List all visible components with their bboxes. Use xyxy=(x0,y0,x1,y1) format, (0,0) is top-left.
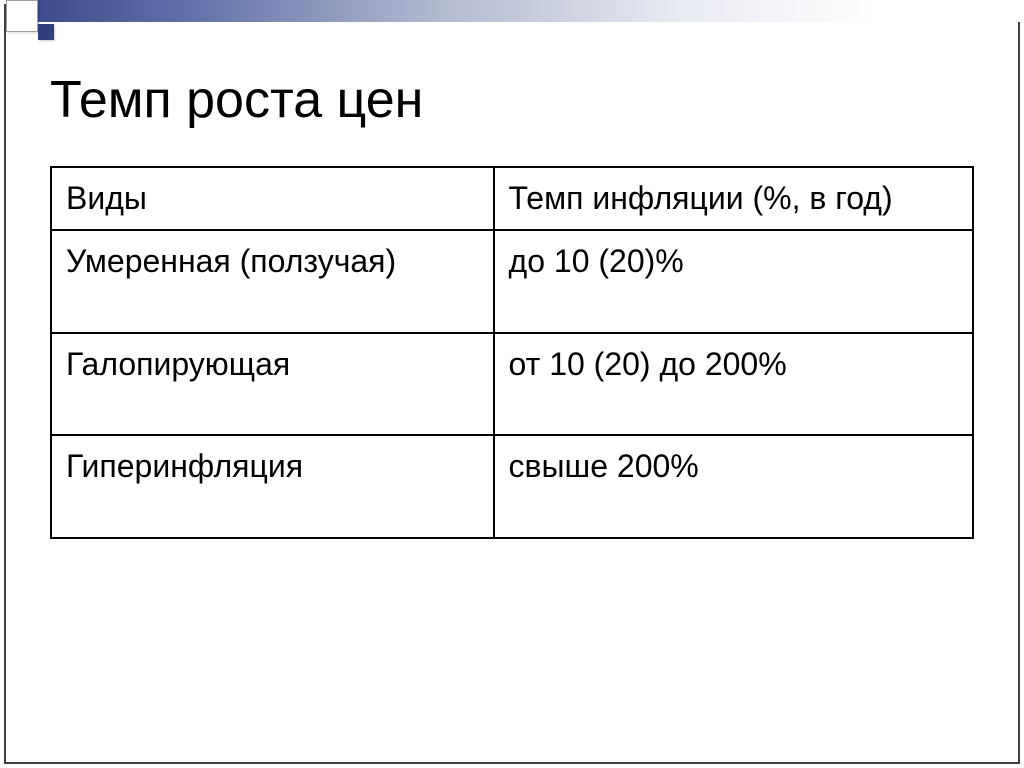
table-row: Галопирующая от 10 (20) до 200% xyxy=(51,333,973,436)
cell-type: Умеренная (ползучая) xyxy=(51,230,494,333)
slide-content: Темп роста цен Виды Темп инфляции (%, в … xyxy=(50,70,974,539)
cell-type: Гиперинфляция xyxy=(51,435,494,538)
decor-square-small xyxy=(38,24,54,40)
slide-decoration xyxy=(0,0,1024,40)
inflation-table: Виды Темп инфляции (%, в год) Умеренная … xyxy=(50,166,974,539)
decor-square-large xyxy=(6,0,38,32)
slide-title: Темп роста цен xyxy=(50,70,974,130)
table-header-row: Виды Темп инфляции (%, в год) xyxy=(51,167,973,230)
table-row: Умеренная (ползучая) до 10 (20)% xyxy=(51,230,973,333)
table-row: Гиперинфляция свыше 200% xyxy=(51,435,973,538)
cell-rate: до 10 (20)% xyxy=(494,230,973,333)
header-col-rate: Темп инфляции (%, в год) xyxy=(494,167,973,230)
header-col-types: Виды xyxy=(51,167,494,230)
cell-type: Галопирующая xyxy=(51,333,494,436)
cell-rate: свыше 200% xyxy=(494,435,973,538)
cell-rate: от 10 (20) до 200% xyxy=(494,333,973,436)
gradient-bar xyxy=(38,0,1024,22)
